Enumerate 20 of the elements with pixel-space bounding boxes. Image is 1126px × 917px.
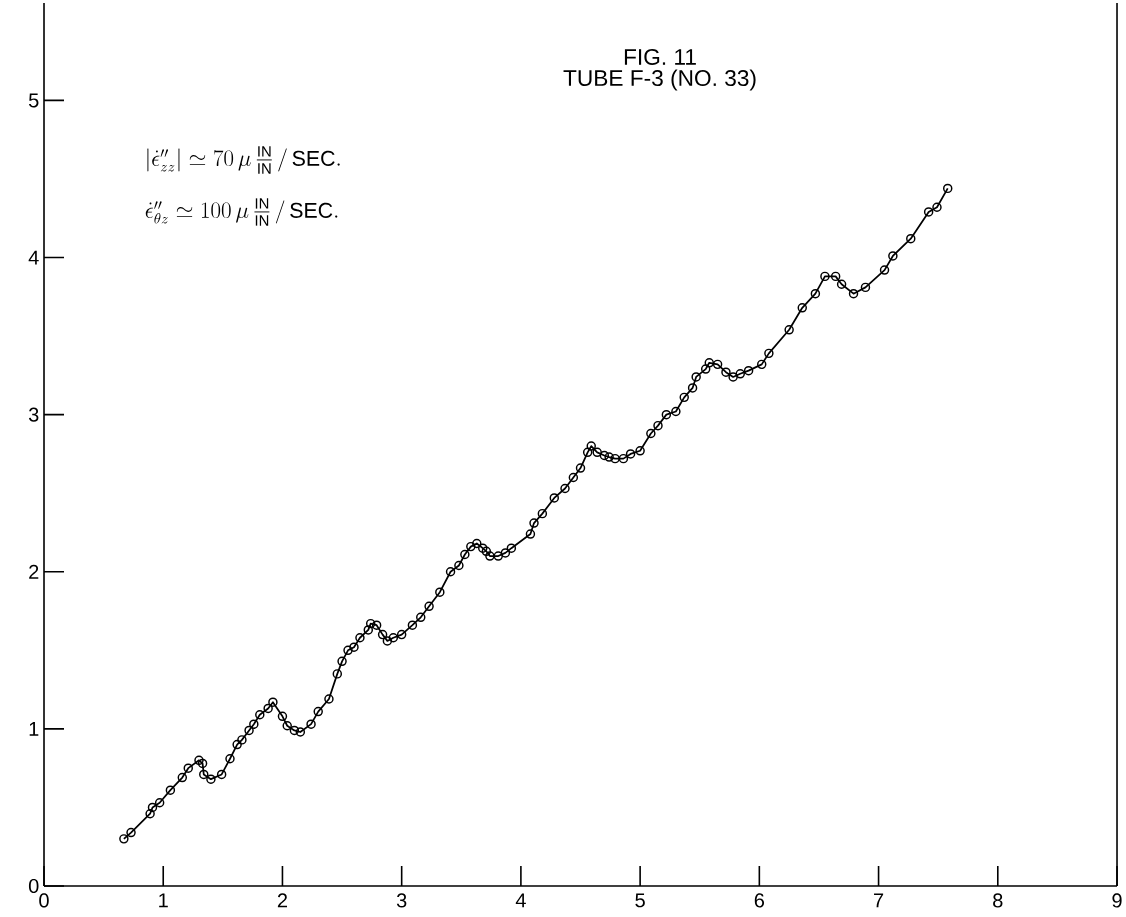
y-tick-label: 4 [28, 250, 39, 265]
x-tick-label: 0 [39, 893, 49, 908]
x-tick-label: 8 [993, 893, 1003, 908]
x-tick-label: 6 [754, 893, 765, 908]
x-tick-label: 1 [159, 893, 168, 908]
annotation: $\dot{\epsilon}''_{\theta z} \simeq 100\,\mu\,\frac{\mathrm{IN}}{\mathrm{IN}}\,/\,\mathrm{SEC.}$ [145, 198, 338, 226]
x-tick-label: 2 [277, 893, 288, 908]
y-tick-label: 5 [28, 93, 39, 108]
y-tick-label: 3 [28, 407, 39, 422]
x-tick-label: 9 [1112, 893, 1122, 908]
x-tick-label: 5 [635, 893, 645, 908]
y-tick-label: 0 [28, 878, 39, 894]
annotation: $\left|\dot{\epsilon}''_{zz}\right| \simeq 70\,\mu\,\frac{\mathrm{IN}}{\mathrm{IN}}\,/\,\mathrm{SEC.}$ [147, 146, 340, 174]
y-tick-label: 2 [29, 564, 39, 579]
text: TUBE F-3 (NO. 33) [563, 69, 756, 91]
y-tick-label: 1 [29, 722, 39, 736]
x-tick-label: 4 [515, 893, 526, 908]
text: FIG. 11 [624, 48, 696, 66]
x-tick-label: 3 [396, 893, 407, 908]
x-tick-label: 7 [874, 893, 884, 908]
